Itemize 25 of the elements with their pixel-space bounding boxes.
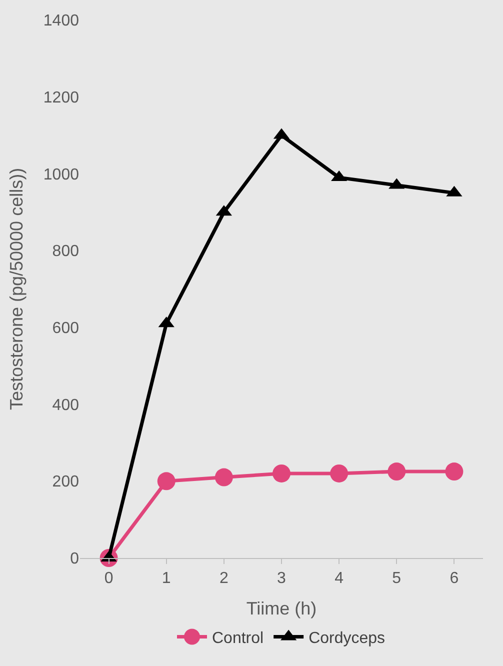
point — [388, 462, 406, 481]
x-tick-label: 0 — [104, 570, 114, 588]
point — [157, 472, 176, 490]
legend-label: Control — [212, 630, 264, 648]
x-tick-label: 6 — [450, 570, 459, 588]
y-axis-title: Testosterone (pg/50000 cells)) — [6, 168, 27, 410]
y-tick-label: 1200 — [43, 89, 80, 106]
y-tick-label: 1000 — [43, 166, 80, 184]
point — [214, 468, 233, 486]
x-tick-label: 3 — [277, 570, 286, 588]
x-axis-title: Tiime (h) — [246, 598, 317, 618]
x-tick-label: 5 — [392, 570, 402, 588]
y-tick-label: 800 — [52, 243, 80, 260]
y-tick-label: 400 — [52, 396, 80, 414]
y-tick-label: 1400 — [43, 12, 80, 30]
point — [330, 464, 348, 482]
legend-label: Cordyceps — [308, 630, 386, 648]
x-tick-label: 4 — [334, 570, 344, 588]
x-tick-label: 2 — [219, 570, 228, 588]
y-tick-label: 0 — [70, 550, 80, 568]
y-tick-label: 200 — [52, 474, 80, 491]
point — [272, 464, 290, 482]
point — [445, 462, 464, 481]
x-tick-label: 1 — [162, 570, 171, 588]
y-tick-label: 600 — [52, 320, 80, 338]
